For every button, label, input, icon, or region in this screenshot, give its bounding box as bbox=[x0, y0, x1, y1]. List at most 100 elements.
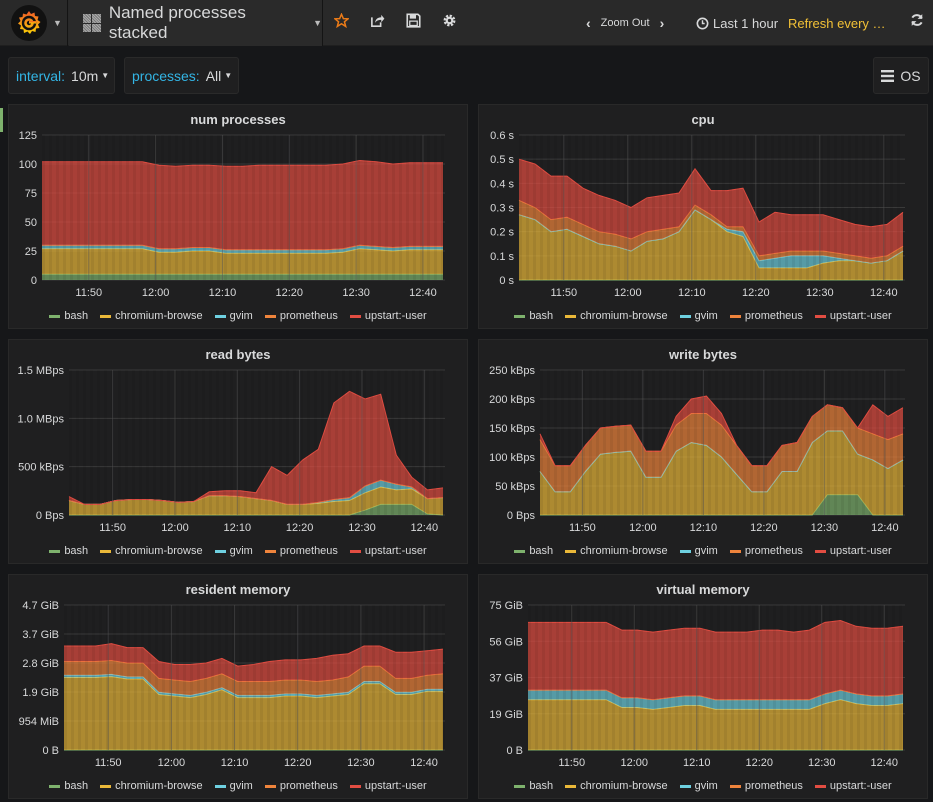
grafana-menu-button[interactable]: ▼ bbox=[0, 0, 68, 46]
legend-item[interactable]: chromium-browse bbox=[100, 310, 203, 322]
legend-item[interactable]: prometheus bbox=[264, 310, 338, 322]
legend-item[interactable]: upstart:-user bbox=[814, 780, 892, 792]
series-area-prometheus[interactable] bbox=[540, 404, 903, 492]
bar-stripe bbox=[309, 605, 312, 750]
series-area-chromiumbrowse[interactable] bbox=[528, 699, 903, 750]
legend-item[interactable]: prometheus bbox=[729, 780, 803, 792]
legend-item[interactable]: gvim bbox=[679, 310, 718, 322]
legend-item[interactable]: bash bbox=[514, 780, 553, 792]
legend-item[interactable]: chromium-browse bbox=[100, 780, 203, 792]
bar-stripe bbox=[722, 370, 725, 515]
bar-stripe bbox=[148, 605, 151, 750]
save-icon[interactable] bbox=[406, 13, 421, 32]
panel-title[interactable]: write bytes bbox=[669, 347, 737, 362]
bar-stripe bbox=[153, 370, 156, 515]
legend-item[interactable]: prometheus bbox=[264, 780, 338, 792]
series-area-upstartuser[interactable] bbox=[69, 391, 443, 505]
y-tick-label: 0.6 s bbox=[490, 130, 514, 142]
series-area-chromiumbrowse[interactable] bbox=[519, 209, 903, 280]
legend-item[interactable]: prometheus bbox=[264, 545, 338, 557]
legend-item[interactable]: upstart:-user bbox=[349, 780, 427, 792]
series-area-upstartuser[interactable] bbox=[42, 160, 443, 250]
share-icon[interactable] bbox=[370, 13, 385, 32]
legend-item[interactable]: upstart:-user bbox=[349, 310, 427, 322]
x-tick-label: 12:10 bbox=[690, 522, 718, 534]
legend-item[interactable]: upstart:-user bbox=[814, 310, 892, 322]
row-collapse-handle[interactable] bbox=[0, 108, 3, 132]
bar-stripe bbox=[203, 135, 206, 280]
panel-title[interactable]: virtual memory bbox=[656, 582, 750, 597]
bar-stripe bbox=[440, 370, 443, 515]
bar-stripe bbox=[808, 605, 811, 750]
series-area-bash[interactable] bbox=[540, 494, 903, 515]
zoom-out-button[interactable]: Zoom Out bbox=[600, 17, 650, 29]
legend-item[interactable]: chromium-browse bbox=[565, 780, 668, 792]
variable-processes[interactable]: processes: All ▼ bbox=[124, 57, 239, 94]
series-area-upstartuser[interactable] bbox=[64, 643, 443, 682]
bar-stripe bbox=[820, 370, 823, 515]
x-tick-label: 12:00 bbox=[629, 522, 657, 534]
refresh-picker[interactable]: Refresh every … bbox=[788, 0, 886, 46]
bar-stripe bbox=[869, 135, 872, 280]
chevron-right-icon[interactable]: › bbox=[659, 15, 665, 31]
legend-item[interactable]: gvim bbox=[214, 780, 253, 792]
series-line-upstartuser bbox=[64, 643, 444, 667]
series-area-prometheus[interactable] bbox=[64, 660, 443, 696]
gear-icon[interactable] bbox=[442, 13, 457, 32]
series-line-upstartuser bbox=[42, 159, 443, 167]
legend-item[interactable]: gvim bbox=[679, 780, 718, 792]
bar-stripe bbox=[820, 135, 823, 280]
row-os-button[interactable]: OS bbox=[873, 57, 929, 94]
series-area-gvim[interactable] bbox=[64, 674, 443, 698]
chevron-left-icon[interactable]: ‹ bbox=[586, 15, 591, 31]
variable-interval[interactable]: interval: 10m ▼ bbox=[8, 57, 115, 94]
panel-title[interactable]: read bytes bbox=[205, 347, 271, 362]
y-tick-label: 0 bbox=[31, 275, 37, 287]
legend-item[interactable]: bash bbox=[514, 310, 553, 322]
series-area-bash[interactable] bbox=[69, 504, 443, 515]
x-tick-label: 12:10 bbox=[224, 522, 252, 534]
legend-item[interactable]: chromium-browse bbox=[565, 545, 668, 557]
refresh-icon[interactable] bbox=[910, 13, 924, 31]
dashboard-title-dropdown[interactable]: Named processes stacked ▼ bbox=[69, 0, 323, 46]
bar-stripe bbox=[792, 370, 795, 515]
series-area-prometheus[interactable] bbox=[519, 200, 903, 264]
panel-title[interactable]: num processes bbox=[190, 112, 286, 127]
panel-title[interactable]: cpu bbox=[691, 112, 715, 127]
legend-item[interactable]: bash bbox=[49, 780, 88, 792]
legend-item[interactable]: upstart:-user bbox=[814, 545, 892, 557]
legend-swatch-icon bbox=[565, 314, 577, 318]
series-area-gvim[interactable] bbox=[69, 480, 443, 505]
star-icon[interactable] bbox=[332, 12, 351, 32]
bar-stripe bbox=[778, 135, 781, 280]
legend-item[interactable]: prometheus bbox=[729, 545, 803, 557]
legend-item[interactable]: chromium-browse bbox=[100, 545, 203, 557]
series-area-upstartuser[interactable] bbox=[528, 620, 903, 700]
legend-item[interactable]: gvim bbox=[214, 310, 253, 322]
legend-item[interactable]: gvim bbox=[214, 545, 253, 557]
legend-item[interactable]: gvim bbox=[679, 545, 718, 557]
bar-stripe bbox=[132, 370, 135, 515]
series-area-gvim[interactable] bbox=[42, 245, 443, 254]
bar-stripe bbox=[196, 135, 199, 280]
bar-stripe bbox=[841, 135, 844, 280]
bar-stripe bbox=[202, 370, 205, 515]
bar-stripe bbox=[223, 370, 226, 515]
bar-stripe bbox=[750, 135, 753, 280]
series-area-bash[interactable] bbox=[42, 274, 443, 280]
series-area-upstartuser[interactable] bbox=[519, 159, 903, 259]
bar-stripe bbox=[610, 370, 613, 515]
bar-stripe bbox=[42, 135, 45, 280]
legend-item[interactable]: prometheus bbox=[729, 310, 803, 322]
clock-icon bbox=[696, 17, 709, 30]
panel-title[interactable]: resident memory bbox=[185, 582, 291, 597]
bar-stripe bbox=[899, 605, 902, 750]
legend-item[interactable]: bash bbox=[49, 545, 88, 557]
legend-item[interactable]: chromium-browse bbox=[565, 310, 668, 322]
series-area-chromiumbrowse[interactable] bbox=[69, 487, 443, 515]
time-range-picker[interactable]: Last 1 hour bbox=[696, 0, 778, 46]
series-area-chromiumbrowse[interactable] bbox=[42, 248, 443, 275]
legend-item[interactable]: bash bbox=[514, 545, 553, 557]
legend-item[interactable]: upstart:-user bbox=[349, 545, 427, 557]
legend-item[interactable]: bash bbox=[49, 310, 88, 322]
